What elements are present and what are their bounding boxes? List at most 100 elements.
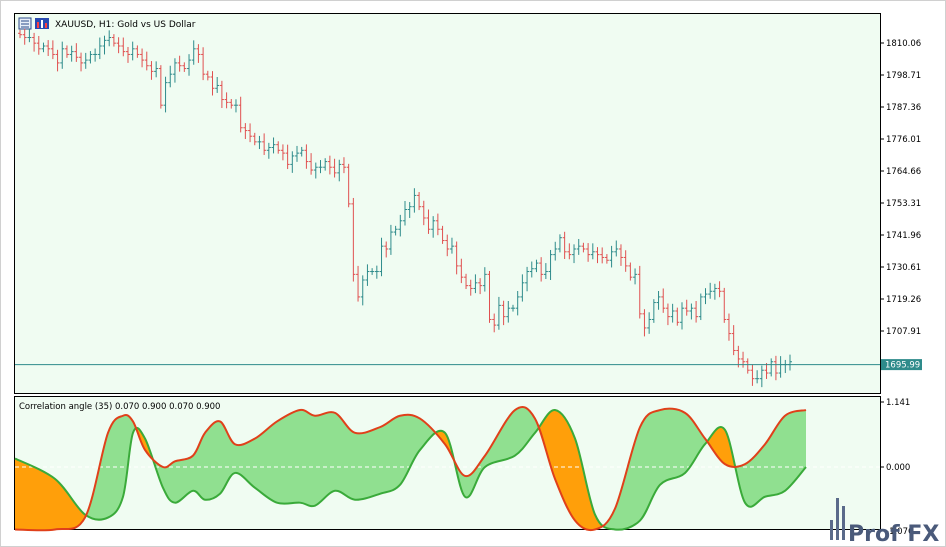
candle <box>572 244 577 264</box>
candle <box>590 243 595 260</box>
candle <box>158 65 163 109</box>
candle <box>168 65 173 88</box>
candle <box>290 151 295 173</box>
candle <box>374 265 379 279</box>
candle <box>773 355 778 381</box>
candle <box>304 144 309 169</box>
candle <box>313 162 318 179</box>
candle <box>248 123 253 143</box>
candle <box>501 300 506 326</box>
candle <box>60 41 65 69</box>
candle <box>656 290 661 310</box>
candle <box>50 40 55 60</box>
candle <box>55 49 60 72</box>
candle <box>238 96 243 133</box>
candle <box>449 237 454 254</box>
candle <box>703 288 708 305</box>
bar-chart-icon[interactable] <box>35 18 49 29</box>
watermark: Prof FX <box>830 498 939 547</box>
price-panel[interactable] <box>14 13 881 394</box>
candle <box>670 303 675 323</box>
candle <box>233 99 238 113</box>
chart-window-icon[interactable] <box>18 17 32 30</box>
candle <box>581 242 586 253</box>
indicator-axis[interactable]: 1.141 0.000 -1.076 <box>880 398 913 537</box>
candle <box>712 283 717 300</box>
candle <box>356 265 361 302</box>
price-tick-label: 1764.66 <box>886 167 921 177</box>
candle <box>280 144 285 161</box>
current-price-label: 1695.99 <box>885 361 920 371</box>
candle <box>454 241 459 275</box>
candle <box>548 249 553 280</box>
candle <box>407 202 412 218</box>
candle <box>623 250 628 272</box>
candle <box>252 132 257 146</box>
candle <box>205 70 210 81</box>
candle <box>680 302 685 330</box>
candle <box>271 137 276 154</box>
candle <box>93 48 98 62</box>
candle <box>140 48 145 68</box>
candle <box>661 288 666 313</box>
candle <box>675 307 680 326</box>
candle <box>417 192 422 211</box>
candle <box>431 216 436 238</box>
candle <box>736 345 741 368</box>
candle <box>435 213 440 236</box>
candle <box>510 304 515 312</box>
indicator-tick-label: 0.000 <box>886 463 910 473</box>
candle <box>125 46 130 63</box>
candle <box>379 237 384 277</box>
candle <box>172 58 177 83</box>
indicator-panel[interactable] <box>14 396 881 530</box>
candle <box>464 273 469 290</box>
candle <box>295 145 300 162</box>
candle <box>473 274 478 294</box>
candle <box>18 29 22 39</box>
candle <box>759 365 764 388</box>
candle <box>492 313 497 333</box>
candle <box>445 234 450 257</box>
candle <box>370 268 375 275</box>
candle <box>421 200 426 226</box>
candle <box>266 142 271 159</box>
price-tick-label: 1719.26 <box>886 295 921 305</box>
candle <box>478 278 483 295</box>
candle <box>398 214 403 237</box>
candle <box>562 231 567 259</box>
candle <box>351 197 356 282</box>
candle <box>618 244 623 266</box>
candle <box>525 266 530 292</box>
candle <box>116 37 121 54</box>
candle <box>665 303 670 326</box>
candle <box>440 225 445 244</box>
candle <box>309 153 314 175</box>
price-tick-label: 1730.61 <box>886 263 921 273</box>
candle <box>360 275 365 306</box>
candle <box>651 299 656 323</box>
indicator-tick-label: 1.141 <box>886 398 910 408</box>
candle <box>628 262 633 281</box>
candle <box>689 303 694 320</box>
candle <box>468 279 473 296</box>
candle <box>726 313 731 341</box>
candle <box>299 146 304 157</box>
candle <box>327 155 332 175</box>
candle <box>412 188 417 213</box>
candle <box>46 40 51 56</box>
candle <box>384 241 389 258</box>
candle <box>276 141 281 154</box>
candle <box>182 62 187 72</box>
candle <box>191 40 196 65</box>
current-price-tag: 1695.99 <box>881 359 922 371</box>
candle <box>750 364 755 386</box>
candle <box>69 45 74 62</box>
price-tick-label: 1810.06 <box>886 39 921 49</box>
price-axis[interactable]: 1810.06 1798.71 1787.36 1776.01 1764.66 1753.… <box>880 39 921 337</box>
candle <box>97 37 102 60</box>
price-tick-label: 1707.91 <box>886 327 921 337</box>
candle <box>534 259 539 273</box>
candle <box>149 61 154 80</box>
